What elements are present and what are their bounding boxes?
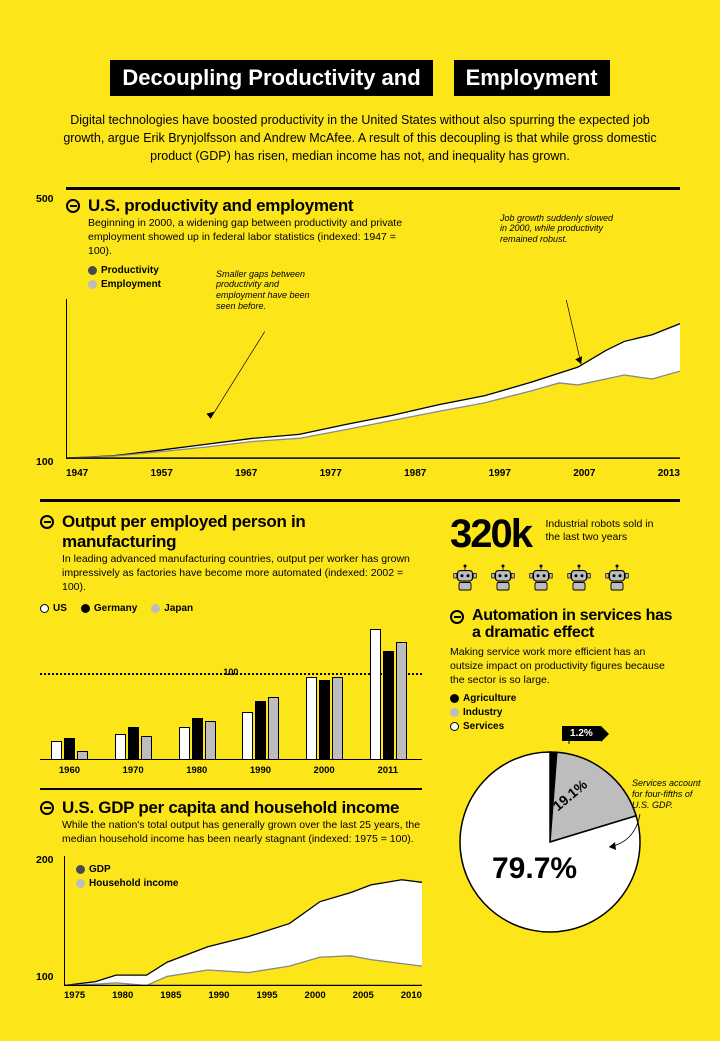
legend-household: Household income (89, 878, 178, 889)
legend-germany: Germany (94, 603, 137, 614)
pie-annotation: Services account for four-fifths of U.S.… (632, 778, 712, 810)
chart2-desc: In leading advanced manufacturing countr… (62, 552, 422, 595)
title-tear-icon (439, 65, 447, 97)
chart1-annot1: Smaller gaps between productivity and em… (216, 269, 326, 312)
robot-icons (450, 563, 680, 593)
page-title: Decoupling Productivity and Employment (40, 60, 680, 97)
robot-icon (526, 563, 556, 593)
chart1-desc: Beginning in 2000, a widening gap betwee… (88, 216, 418, 259)
robot-icon (488, 563, 518, 593)
chart1-plot (66, 299, 680, 459)
chart3-ymin: 100 (36, 971, 54, 983)
collapse-icon (450, 610, 464, 624)
legend-us: US (53, 603, 67, 614)
legend-agriculture: Agriculture (463, 693, 516, 704)
chart2-title: Output per employed person in manufactur… (62, 512, 422, 552)
collapse-icon (66, 199, 80, 213)
divider (40, 499, 680, 502)
title-part-1: Decoupling Productivity and (110, 60, 432, 96)
automation-desc: Making service work more efficient has a… (450, 645, 680, 688)
chart3-ymax: 200 (36, 854, 54, 866)
divider (66, 187, 680, 190)
pie-chart: 1.2% 19.1% 79.7% Services account for fo… (450, 742, 680, 942)
divider (40, 788, 422, 790)
robot-caption: Industrial robots sold in the last two y… (545, 518, 665, 544)
legend-japan: Japan (164, 603, 193, 614)
robot-icon (450, 563, 480, 593)
robot-icon (564, 563, 594, 593)
intro-text: Digital technologies have boosted produc… (40, 111, 680, 165)
chart1-ymin: 100 (36, 456, 54, 468)
legend-services: Services (463, 721, 504, 732)
pie-label-services: 79.7% (492, 852, 577, 886)
legend-employment: Employment (101, 279, 161, 290)
robot-number: 320k (450, 512, 531, 557)
chart1-annot2: Job growth suddenly slowed in 2000, whil… (500, 213, 620, 245)
title-part-2: Employment (454, 60, 610, 96)
chart3-desc: While the nation's total output has gene… (62, 818, 422, 846)
chart2-legend: US Germany Japan (40, 603, 422, 614)
robot-stat: 320k Industrial robots sold in the last … (450, 512, 680, 557)
chart1-xlabels: 19471957196719771987199720072013 (66, 468, 680, 479)
chart1-ymax: 500 (36, 193, 54, 205)
chart1-title: U.S. productivity and employment (88, 196, 418, 216)
legend-gdp: GDP (89, 864, 111, 875)
chart2-plot: 100 1960 1970 1980 1990 (40, 620, 422, 760)
chart3-xlabels: 19751980198519901995200020052010 (64, 990, 422, 1001)
automation-title: Automation in services has a dramatic ef… (472, 607, 680, 642)
collapse-icon (40, 801, 54, 815)
legend-productivity: Productivity (101, 265, 159, 276)
legend-industry: Industry (463, 707, 502, 718)
collapse-icon (40, 515, 54, 529)
chart3-plot: 200 100 GDP Household income 19751980198… (40, 856, 422, 1001)
robot-icon (602, 563, 632, 593)
chart1-section: 500 U.S. productivity and employment Beg… (40, 187, 680, 479)
chart3-title: U.S. GDP per capita and household income (62, 798, 422, 818)
